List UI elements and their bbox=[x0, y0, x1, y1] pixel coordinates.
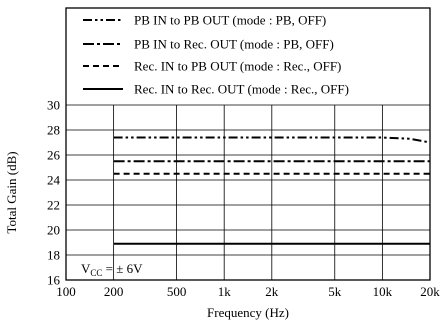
vcc-annotation: VCC = ± 6V bbox=[81, 261, 143, 278]
legend-label: Rec. IN to Rec. OUT (mode : Rec., OFF) bbox=[134, 82, 349, 97]
x-axis-label: Frequency (Hz) bbox=[207, 305, 289, 320]
y-tick-label: 22 bbox=[47, 198, 60, 213]
y-tick-label: 18 bbox=[47, 248, 60, 263]
vcc-suffix: = ± 6V bbox=[102, 261, 143, 276]
y-tick-label: 16 bbox=[47, 273, 61, 288]
x-tick-label: 20k bbox=[420, 284, 440, 299]
x-tick-label: 200 bbox=[104, 284, 124, 299]
plot-frame bbox=[65, 7, 431, 281]
legend-label: Rec. IN to PB OUT (mode : Rec., OFF) bbox=[134, 59, 341, 74]
x-tick-label: 2k bbox=[265, 284, 279, 299]
legend: PB IN to PB OUT (mode : PB, OFF) PB IN to… bbox=[83, 13, 349, 97]
y-tick-label: 24 bbox=[47, 173, 61, 188]
tick-labels: 16 18 20 22 24 26 28 30 100 200 500 1k 2k 5k 10k 20k bbox=[47, 98, 440, 300]
y-axis-label: Total Gain (dB) bbox=[4, 151, 19, 233]
vcc-prefix: V bbox=[81, 261, 91, 276]
vcc-subscript: CC bbox=[90, 268, 102, 278]
legend-label: PB IN to Rec. OUT (mode : PB, OFF) bbox=[134, 37, 334, 52]
series-line bbox=[113, 136, 431, 144]
x-tick-label: 500 bbox=[167, 284, 187, 299]
y-tick-label: 20 bbox=[47, 223, 60, 238]
y-tick-label: 26 bbox=[47, 148, 61, 163]
legend-label: PB IN to PB OUT (mode : PB, OFF) bbox=[134, 13, 326, 28]
y-tick-label: 28 bbox=[47, 123, 60, 138]
series-lines bbox=[113, 136, 431, 245]
y-tick-label: 30 bbox=[47, 98, 60, 113]
grid bbox=[66, 104, 430, 280]
x-tick-label: 100 bbox=[56, 284, 76, 299]
x-tick-label: 5k bbox=[328, 284, 342, 299]
x-tick-label: 10k bbox=[373, 284, 393, 299]
x-tick-label: 1k bbox=[218, 284, 232, 299]
